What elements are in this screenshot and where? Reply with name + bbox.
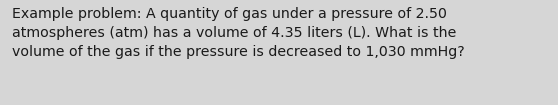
Text: Example problem: A quantity of gas under a pressure of 2.50
atmospheres (atm) ha: Example problem: A quantity of gas under… xyxy=(12,7,465,59)
